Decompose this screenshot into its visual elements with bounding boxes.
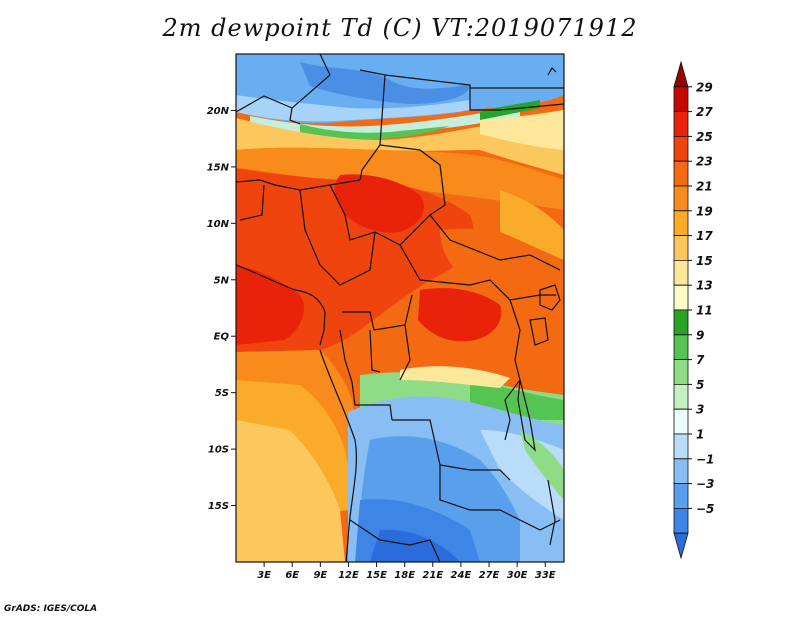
- colorbar-swatch: [673, 136, 689, 162]
- colorbar-label: 5: [696, 378, 704, 392]
- colorbar-swatch: [673, 408, 689, 435]
- lat-tick-label: 10S: [208, 445, 229, 456]
- colorbar-swatch: [673, 508, 689, 534]
- lon-tick-label: 6E: [285, 570, 299, 581]
- colorbar-swatch: [673, 86, 689, 112]
- colorbar-swatch: [673, 284, 689, 311]
- colorbar-label: 29: [696, 80, 713, 94]
- lon-tick-label: 12E: [338, 570, 359, 581]
- colorbar: 29 27 25 23 21 19 17 15 13 11 9 7 5 3 1 −1 −3 −5: [673, 60, 714, 560]
- lon-tick-label: 24E: [451, 570, 472, 581]
- lat-tick-label: 15N: [207, 162, 230, 173]
- colorbar-swatch: [673, 359, 689, 385]
- lon-tick-label: 9E: [313, 570, 327, 581]
- colorbar-swatch: [673, 483, 689, 509]
- lon-tick-label: 3E: [257, 570, 271, 581]
- lon-tick-label: 15E: [366, 570, 387, 581]
- colorbar-swatch: [673, 309, 689, 336]
- colorbar-label: 11: [696, 304, 713, 318]
- colorbar-swatch: [673, 384, 689, 410]
- colorbar-swatch: [673, 210, 689, 236]
- lon-tick-label: 21E: [422, 570, 443, 581]
- colorbar-label: 19: [696, 204, 713, 218]
- colorbar-label: 1: [696, 428, 704, 442]
- colorbar-swatch: [673, 185, 689, 212]
- colorbar-label: 21: [696, 180, 713, 194]
- lat-tick-label: 5N: [214, 275, 230, 286]
- colorbar-swatch: [673, 532, 689, 560]
- colorbar-swatch: [673, 334, 689, 360]
- longitude-axis: 3E 6E 9E 12E 15E 18E 21E 24E 27E 30E 33E: [257, 562, 556, 581]
- colorbar-label: 9: [696, 328, 704, 342]
- dewpoint-field: [236, 54, 564, 562]
- colorbar-label: −1: [696, 452, 714, 466]
- colorbar-label: −3: [696, 477, 714, 491]
- colorbar-label: 7: [696, 353, 705, 367]
- colorbar-swatch: [673, 111, 689, 137]
- lon-tick-label: 33E: [535, 570, 556, 581]
- lon-tick-label: 30E: [507, 570, 528, 581]
- colorbar-swatch: [673, 458, 689, 484]
- colorbar-label: 27: [696, 105, 713, 119]
- map-frame-border: [235, 53, 565, 563]
- colorbar-label: −5: [696, 502, 714, 516]
- colorbar-label: 3: [696, 403, 704, 417]
- colorbar-label: 13: [696, 279, 713, 293]
- lat-tick-label: 15S: [208, 501, 229, 512]
- colorbar-label: 25: [696, 130, 713, 144]
- colorbar-label: 17: [696, 229, 713, 243]
- colorbar-label: 15: [696, 254, 713, 268]
- colorbar-swatch: [673, 160, 689, 187]
- colorbar-swatch: [673, 433, 689, 460]
- colorbar-swatch: [673, 235, 689, 261]
- lat-tick-label: 5S: [215, 388, 229, 399]
- colorbar-label: 23: [696, 155, 713, 169]
- lat-tick-label: 20N: [207, 106, 230, 117]
- chart-title: 2m dewpoint Td (C) VT:2019071912: [162, 14, 638, 42]
- lat-tick-label: 10N: [207, 219, 230, 230]
- lon-tick-label: 27E: [479, 570, 500, 581]
- lat-tick-label: EQ: [214, 332, 230, 343]
- colorbar-swatch: [673, 60, 689, 88]
- latitude-axis: 20N 15N 10N 5N EQ 5S 10S 15S: [207, 106, 236, 512]
- grads-credit: GrADS: IGES/COLA: [4, 604, 98, 614]
- colorbar-swatch: [673, 260, 689, 286]
- country-borders: [236, 54, 564, 562]
- lon-tick-label: 18E: [394, 570, 415, 581]
